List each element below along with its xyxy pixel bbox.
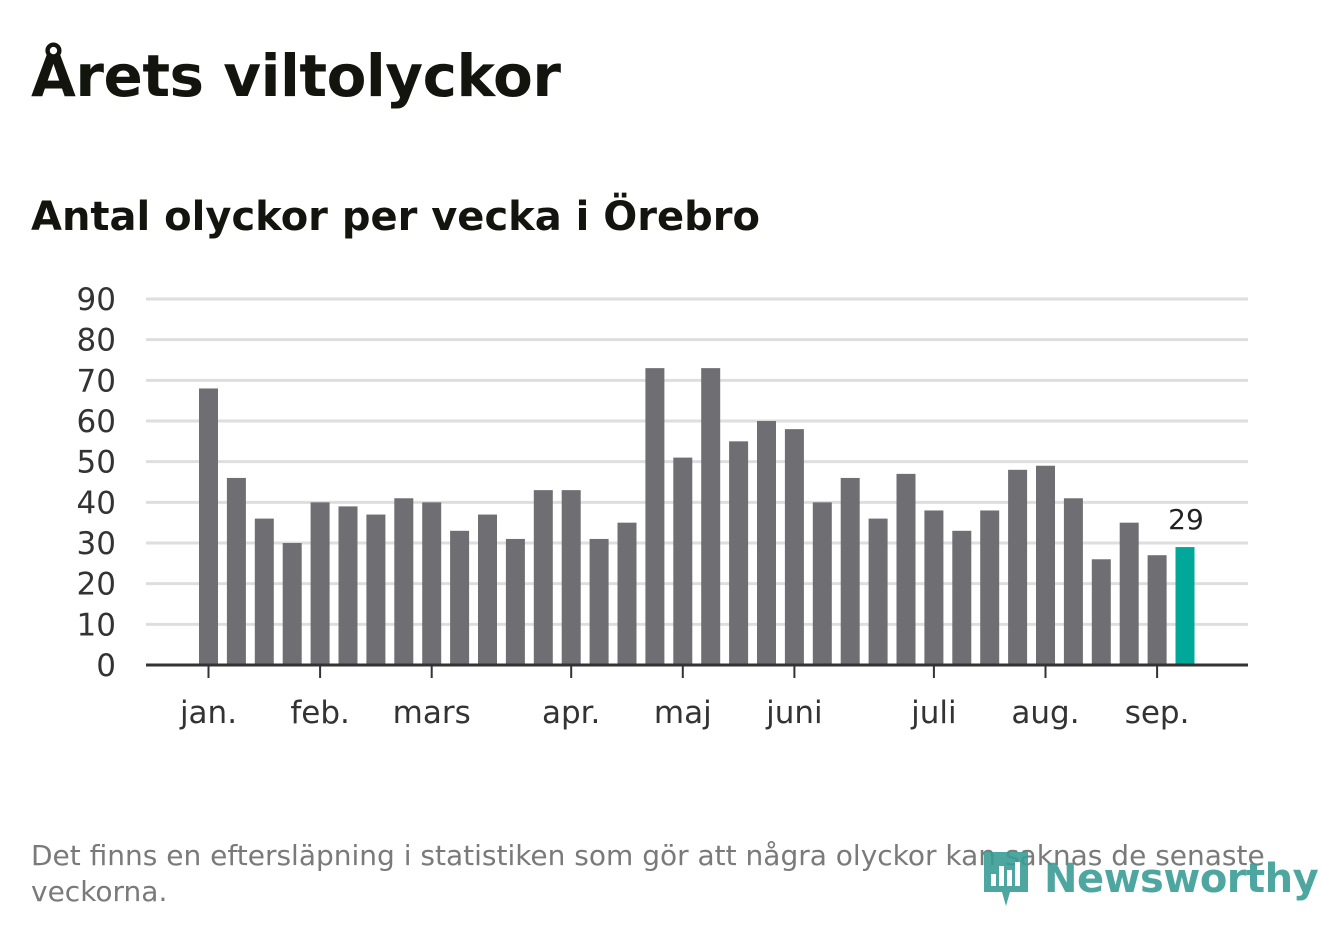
bar [478,514,497,665]
bar [868,518,888,665]
y-tick-label: 50 [77,445,116,481]
y-tick-label: 30 [77,526,116,562]
bar [896,473,916,665]
bar-chart: 0 10 20 30 40 50 60 70 80 90 29 jan. feb. mars apr. maj… [77,282,1248,731]
bar [226,477,246,665]
bar [199,388,218,665]
bar [729,441,749,665]
bar [701,368,721,665]
bar [1063,498,1083,665]
bar [952,530,972,665]
bar [924,510,944,665]
y-tick-label: 90 [77,282,116,318]
y-tick-label: 10 [77,607,116,643]
bar [338,506,358,665]
y-tick-label: 60 [77,404,116,440]
axes: 0 10 20 30 40 50 60 70 80 90 29 jan. feb. mars apr. maj… [77,282,1248,731]
bar [617,522,637,665]
chart-subtitle: Antal olyckor per vecka i Örebro [31,194,761,240]
x-tick-label: juni [765,695,823,731]
y-tick-label: 0 [96,648,116,684]
newsworthy-logo-icon [984,852,1028,906]
bar [673,457,693,665]
bar [505,538,525,665]
footnote: Det finns en eftersläpning i statistiken… [31,839,1265,908]
x-tick-label: maj [654,695,712,731]
x-tick-label: aug. [1011,695,1079,731]
x-tick-label: juli [910,695,957,731]
logo-text: Newsworthy [1044,856,1319,902]
chart-title: Årets viltolyckor [31,42,561,110]
bar [1008,469,1028,665]
bar [422,502,442,665]
newsworthy-logo: Newsworthy [980,848,1319,910]
y-tick-label: 20 [77,567,116,603]
x-tick-label: feb. [290,695,350,731]
bar [310,502,330,665]
bar [589,538,609,665]
bar [840,477,860,665]
x-tick-label: mars [393,695,471,731]
bar [450,530,470,665]
x-tick-label: jan. [179,695,237,731]
bar [757,421,776,665]
bar [1091,559,1111,665]
bar [394,498,414,665]
bar [812,502,832,665]
bar [1119,522,1139,665]
y-tick-label: 70 [77,363,116,399]
data-label-last: 29 [1168,503,1204,536]
bar [282,543,302,665]
bar [1147,555,1167,665]
y-tick-label: 80 [77,323,116,359]
bar-highlight [1175,547,1195,665]
x-tick-label: sep. [1125,695,1190,731]
bar [254,518,274,665]
bars [199,368,1195,665]
x-tick-label: apr. [542,695,600,731]
y-tick-label: 40 [77,485,116,521]
bar [366,514,386,665]
bar [645,368,665,665]
bar [980,510,1000,665]
bar [561,490,581,665]
bar [533,490,553,665]
bar [1036,465,1055,665]
bar [784,429,804,665]
